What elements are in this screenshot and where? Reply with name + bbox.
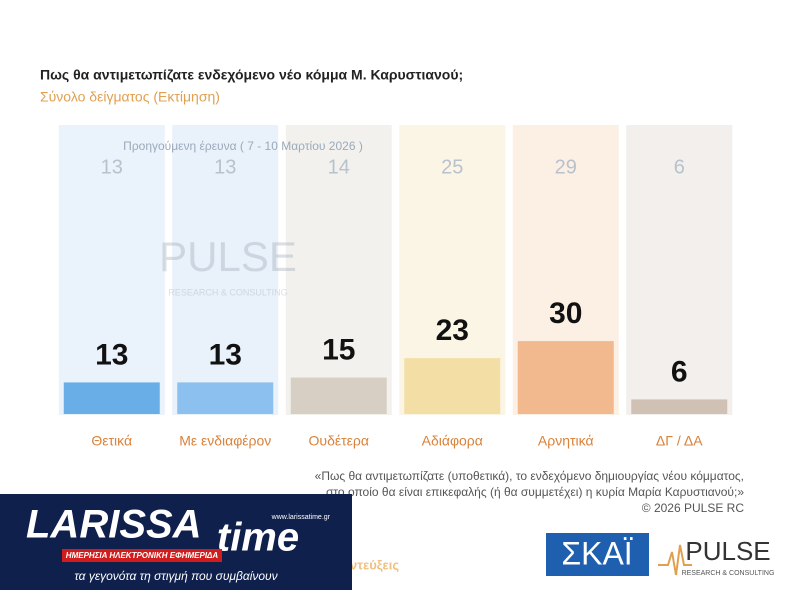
watermark-sub: RESEARCH & CONSULTING [168,287,287,297]
column-bg [626,125,733,415]
chart-title: Πως θα αντιμετωπίζατε ενδεχόμενο νέο κόμ… [40,67,463,83]
bar [177,382,274,414]
x-tick-label: Με ενδιαφέρον [179,433,271,449]
previous-value: 13 [214,156,236,178]
pulse-logo: PULSE [685,536,770,566]
skai-logo [546,533,649,576]
x-tick-label: Ουδέτερα [309,433,369,449]
pulse-icon [658,544,692,576]
partial-text: ντεύξεις [350,557,399,572]
larissa-url: www.larissatime.gr [271,514,331,521]
watermark-text: PULSE [159,233,297,280]
previous-label: Προηγούμενη έρευνα ( 7 - 10 Μαρτίου 2026… [123,139,363,153]
x-tick-label: Θετικά [91,433,132,449]
value-label: 13 [209,338,242,371]
value-label: 23 [436,314,469,347]
value-label: 15 [322,333,355,366]
x-tick-label: Αδιάφορα [422,433,483,449]
bar [631,399,728,414]
previous-value: 14 [328,156,350,178]
watermark: PULSE RESEARCH & CONSULTING [159,233,297,297]
footnote: στο οποίο θα είναι επικεφαλής (ή θα συμμ… [326,485,744,499]
chart-subtitle: Σύνολο δείγματος (Εκτίμηση) [40,89,220,105]
larissa-slogan: τα γεγονότα τη στιγμή που συμβαίνουν [74,569,277,583]
column-bg [285,125,392,415]
x-tick-label: Αρνητικά [538,433,594,449]
column-bg [58,125,165,415]
value-label: 6 [671,355,688,388]
previous-value: 6 [674,156,685,178]
previous-value: 25 [441,156,463,178]
previous-value: 13 [101,156,123,178]
larissa-logo: LARISSA [26,503,202,547]
larissa-sub: ΗΜΕΡΗΣΙΑ ΗΛΕΚΤΡΟΝΙΚΗ ΕΦΗΜΕΡΙΔΑ [66,551,219,560]
bar [63,382,160,414]
larissa-banner [0,494,352,590]
larissa-strip [62,549,222,562]
bar [290,377,387,414]
bar [517,341,614,414]
value-label: 13 [95,338,128,371]
previous-value: 29 [555,156,577,178]
bar [404,358,501,414]
time-logo: time [217,516,299,560]
column-bg [172,125,279,415]
skai-text: ΣΚΑΪ [561,535,632,571]
pulse-sub: RESEARCH & CONSULTING [682,570,775,577]
footnote: «Πως θα αντιμετωπίζατε (υποθετικά), το ε… [315,469,744,483]
value-label: 30 [549,297,582,330]
x-tick-label: ΔΓ / ΔΑ [656,433,703,449]
footnote: © 2026 PULSE RC [642,501,745,515]
